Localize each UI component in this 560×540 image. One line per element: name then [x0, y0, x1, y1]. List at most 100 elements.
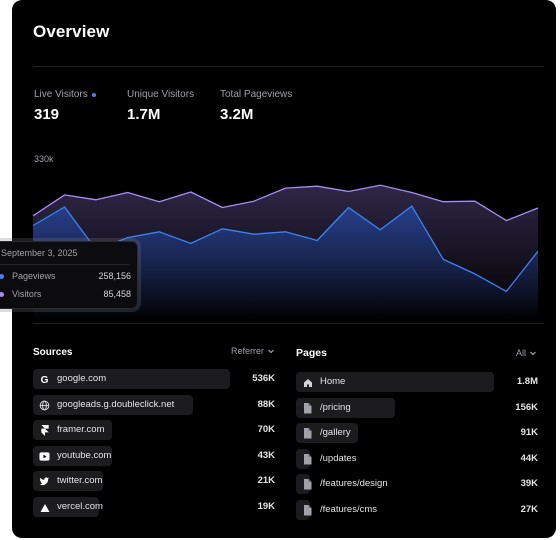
- tooltip-label: Pageviews: [12, 271, 56, 281]
- pages-filter-label: All: [516, 348, 527, 358]
- row-count: 88K: [257, 398, 275, 410]
- row-count: 536K: [252, 373, 275, 384]
- divider: [33, 66, 544, 67]
- visitors-point: [158, 200, 161, 203]
- sources-title: Sources: [33, 347, 73, 358]
- row-label: youtube.com: [57, 449, 112, 461]
- pageviews-point: [126, 236, 129, 239]
- visitors-point: [63, 193, 66, 196]
- divider: [33, 323, 544, 324]
- stat-label: Total Pageviews: [220, 89, 293, 100]
- source-row[interactable]: vercel.com 19K: [33, 497, 275, 517]
- stat-unique-visitors: Unique Visitors 1.7M: [127, 89, 194, 123]
- share-bar: [33, 394, 193, 415]
- page-row[interactable]: /gallery 91K: [296, 423, 538, 444]
- visitors-line: [32, 184, 539, 222]
- file-icon: [302, 428, 313, 439]
- google-icon: G: [39, 374, 50, 385]
- row-label: /gallery: [320, 427, 351, 439]
- share-bar: [33, 369, 230, 389]
- tooltip-value: 85,458: [103, 289, 131, 299]
- file-icon: [302, 453, 313, 465]
- visitors-point: [536, 206, 539, 209]
- twitter-icon: [39, 476, 50, 487]
- visitors-point: [95, 198, 98, 201]
- live-dot-icon: [91, 92, 96, 97]
- pageviews-point: [189, 242, 192, 245]
- source-row[interactable]: framer.com 70K: [33, 420, 275, 441]
- row-count: 39K: [520, 478, 538, 490]
- chart-tooltip: September 3, 2025 Pageviews 258,156 Visi…: [0, 241, 138, 309]
- tooltip-row-visitors: Visitors 85,458: [0, 289, 131, 299]
- referrer-dropdown-label: Referrer: [231, 346, 265, 356]
- pageviews-point: [315, 239, 318, 242]
- framer-icon: [39, 425, 50, 437]
- page-row[interactable]: /features/cms 27K: [296, 500, 538, 520]
- visitors-point: [284, 187, 287, 190]
- stat-value: 319: [34, 106, 60, 123]
- pageviews-area: [33, 206, 538, 320]
- row-count: 21K: [257, 475, 275, 487]
- visitors-point: [410, 191, 413, 194]
- share-bar: [296, 397, 395, 418]
- page-row[interactable]: Home 1.8M: [296, 372, 538, 392]
- visitors-point: [126, 191, 129, 194]
- row-count: 156K: [515, 401, 538, 413]
- visitors-point: [379, 184, 382, 187]
- share-bar: [33, 497, 99, 517]
- row-count: 27K: [520, 504, 538, 515]
- overview-card: Overview Live Visitors 319 Unique Visito…: [12, 0, 556, 538]
- visitors-point: [442, 200, 445, 203]
- row-label: googleads.g.doubleclick.net: [57, 398, 175, 410]
- referrer-dropdown[interactable]: Referrer: [231, 346, 275, 356]
- row-label: /pricing: [320, 401, 351, 413]
- pages-filter-dropdown[interactable]: All: [516, 348, 537, 358]
- share-bar: [296, 372, 494, 392]
- pageviews-legend-dot: [0, 273, 4, 279]
- pages-title: Pages: [296, 347, 327, 359]
- pageviews-point: [379, 228, 382, 231]
- source-row[interactable]: youtube.com 43K: [33, 445, 275, 466]
- source-row[interactable]: googleads.g.doubleclick.net 88K: [33, 394, 275, 415]
- row-label: google.com: [57, 373, 107, 384]
- y-tick-label: 330k: [34, 154, 54, 164]
- visitors-point: [189, 190, 192, 193]
- home-icon: [302, 377, 313, 388]
- pageviews-point: [536, 250, 539, 253]
- source-row[interactable]: twitter.com 21K: [33, 471, 275, 492]
- visitors-legend-dot: [0, 291, 4, 297]
- traffic-chart[interactable]: [12, 160, 556, 320]
- row-label: /updates: [320, 452, 357, 464]
- divider: [0, 264, 129, 265]
- page-row[interactable]: /features/design 39K: [296, 474, 538, 495]
- share-bar: [33, 471, 103, 492]
- stat-label: Unique Visitors: [127, 89, 195, 100]
- page-row[interactable]: /updates 44K: [296, 448, 538, 469]
- pageviews-point: [347, 206, 350, 209]
- globe-icon: [39, 400, 50, 411]
- stat-value: 3.2M: [220, 106, 254, 123]
- pageviews-point: [252, 233, 255, 236]
- row-count: 70K: [257, 424, 275, 436]
- pageviews-point: [410, 204, 413, 207]
- pageviews-point: [158, 230, 161, 233]
- tooltip-date: September 3, 2025: [1, 248, 78, 258]
- row-label: Home: [320, 376, 346, 387]
- page-row[interactable]: /pricing 156K: [296, 397, 538, 418]
- row-count: 43K: [257, 449, 275, 461]
- pageviews-point: [473, 272, 476, 275]
- row-count: 91K: [520, 427, 538, 439]
- page-title: Overview: [33, 22, 110, 41]
- row-label: /features/design: [320, 478, 388, 490]
- youtube-icon: [39, 451, 50, 462]
- chevron-down-icon: [530, 351, 536, 356]
- visitors-point: [31, 214, 34, 217]
- file-icon: [302, 402, 313, 414]
- pageviews-point: [284, 230, 287, 233]
- row-label: twitter.com: [57, 475, 103, 487]
- share-bar: [33, 445, 112, 466]
- file-icon: [302, 505, 313, 516]
- stat-total-pageviews: Total Pageviews 3.2M: [220, 89, 292, 123]
- row-count: 44K: [520, 452, 538, 464]
